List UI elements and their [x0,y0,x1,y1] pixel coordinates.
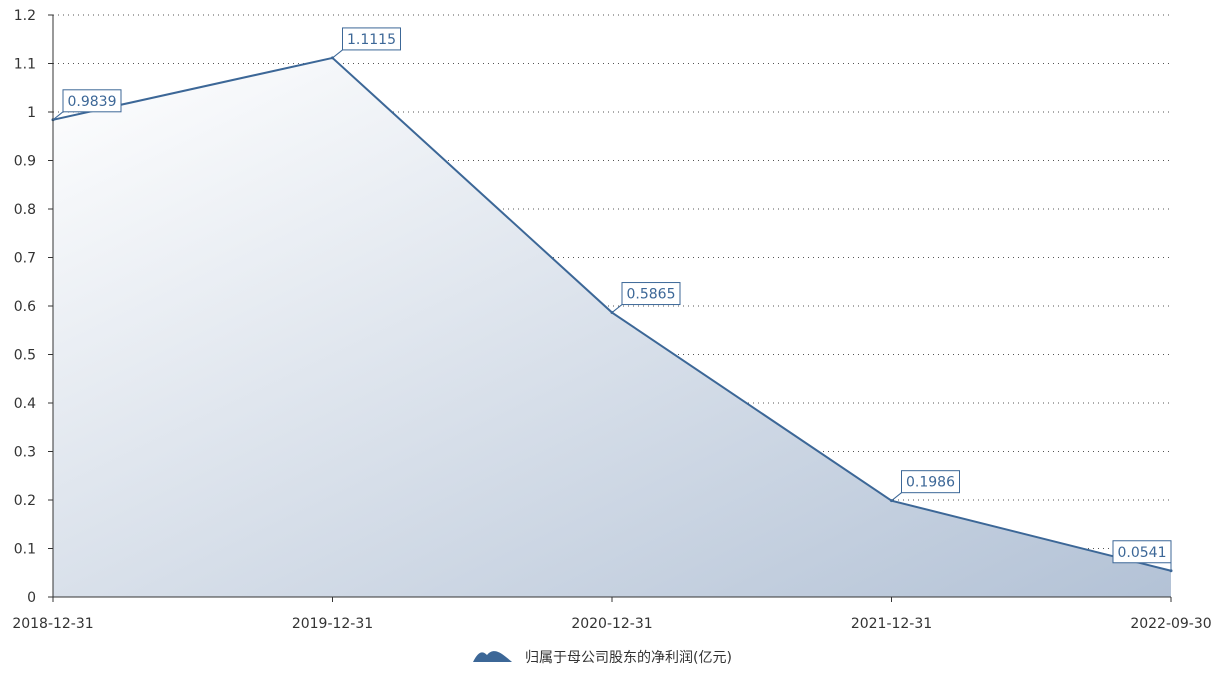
label-box [1112,540,1172,564]
label-box [62,89,122,113]
label-box [342,27,401,51]
data-label: 0.0541 [1112,540,1172,571]
x-tick-label: 2021-12-31 [851,616,932,632]
data-label-text: 0.0541 [1118,545,1167,561]
y-tick-label: 0.3 [14,445,36,461]
data-label: 0.5865 [611,282,681,313]
x-tick-label: 2019-12-31 [292,616,373,632]
mountain-area-icon [473,651,512,662]
data-label-text: 1.1115 [347,32,396,48]
data-label-text: 0.1986 [906,475,955,491]
data-label: 1.1115 [332,27,401,59]
label-box [901,470,960,494]
y-tick-label: 0.2 [14,493,36,509]
data-label-text: 0.9839 [68,94,117,110]
y-tick-label: 0.8 [14,202,36,218]
y-tick-label: 0.6 [14,299,36,315]
data-label: 0.9839 [52,89,122,121]
axes: 0 0.1 0.2 0.3 0.4 0.5 0.6 0.7 0.8 0.9 1 1.1 1.2 2018-… [12,8,1211,632]
y-tick-label: 1.1 [14,57,36,73]
series-area [51,56,1173,598]
y-tick-label: 0.9 [14,154,36,170]
y-tick-label: 1 [27,105,36,121]
y-tick-label: 0.7 [14,251,36,267]
y-tick-label: 0.1 [14,542,36,558]
x-tick-label: 2018-12-31 [12,616,93,632]
y-tick-label: 0.5 [14,348,36,364]
data-label: 0.1986 [891,470,960,502]
data-labels: 0.9839 1.1115 0.5865 0.1986 0.0541 [52,27,1172,571]
y-tick-label: 1.2 [14,8,36,24]
label-leader-line [332,49,343,59]
x-tick-label: 2022-09-30 [1130,616,1211,632]
label-box [621,282,681,306]
label-leader-line [52,111,64,121]
x-tick-label: 2020-12-31 [571,616,652,632]
label-leader-line [891,492,902,502]
area-fill [53,57,1171,598]
legend[interactable]: 归属于母公司股东的净利润(亿元) [473,649,732,666]
label-leader-line [611,304,623,313]
y-tick-label: 0 [27,590,36,606]
y-tick-label: 0.4 [14,396,36,412]
data-label-text: 0.5865 [627,287,676,303]
legend-label: 归属于母公司股东的净利润(亿元) [525,649,732,666]
